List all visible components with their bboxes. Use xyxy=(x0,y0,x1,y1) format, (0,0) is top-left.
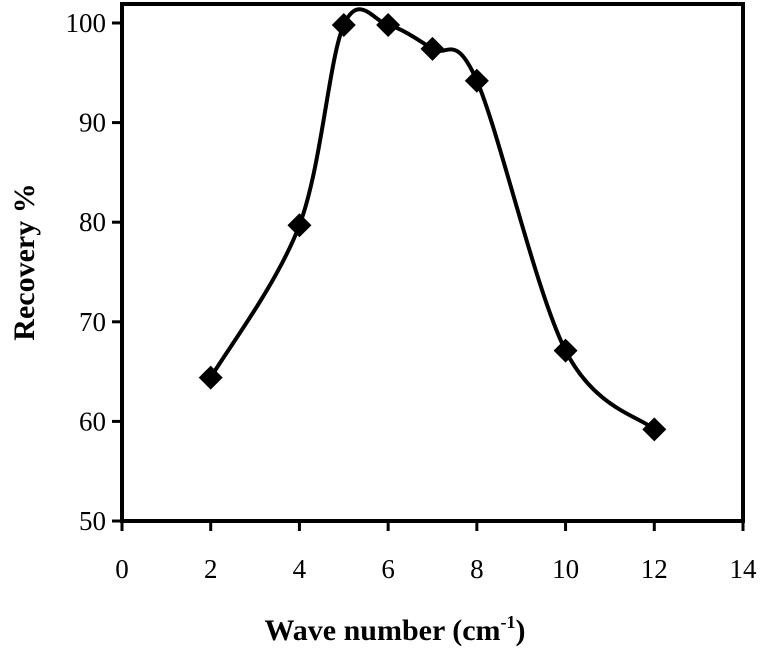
data-point xyxy=(287,213,312,238)
x-axis-title: Wave number (cm-1) xyxy=(264,612,525,647)
plot-frame xyxy=(120,2,745,523)
series-markers xyxy=(198,12,667,442)
y-tick-label: 80 xyxy=(79,207,106,237)
data-point xyxy=(198,365,223,390)
data-point xyxy=(376,12,401,37)
x-tick-label: 6 xyxy=(381,554,395,584)
y-tick-label: 60 xyxy=(79,406,106,436)
y-tick-label: 50 xyxy=(79,506,106,536)
data-point xyxy=(464,68,489,93)
x-axis-title-text: Wave number (cm xyxy=(264,614,500,647)
x-tick-label: 10 xyxy=(552,554,579,584)
y-axis-ticks: 50 60 70 80 90 100 xyxy=(66,8,122,536)
x-tick-label: 12 xyxy=(641,554,668,584)
x-axis-title-superscript: -1 xyxy=(501,612,516,632)
data-point xyxy=(420,36,445,61)
x-tick-label: 14 xyxy=(730,554,758,584)
y-tick-label: 70 xyxy=(79,307,106,337)
series-line xyxy=(208,7,656,431)
x-tick-label: 2 xyxy=(204,554,218,584)
y-tick-label: 100 xyxy=(66,8,107,38)
data-point xyxy=(553,338,578,363)
x-axis-ticks: 0 2 4 6 8 10 12 14 xyxy=(115,521,757,584)
data-point xyxy=(642,417,667,442)
x-axis-title-suffix: ) xyxy=(516,614,526,647)
x-tick-label: 0 xyxy=(115,554,129,584)
x-tick-label: 4 xyxy=(293,554,307,584)
x-tick-label: 8 xyxy=(470,554,484,584)
y-axis-title: Recovery % xyxy=(8,183,41,340)
y-tick-label: 90 xyxy=(79,108,106,138)
data-point xyxy=(331,12,356,37)
